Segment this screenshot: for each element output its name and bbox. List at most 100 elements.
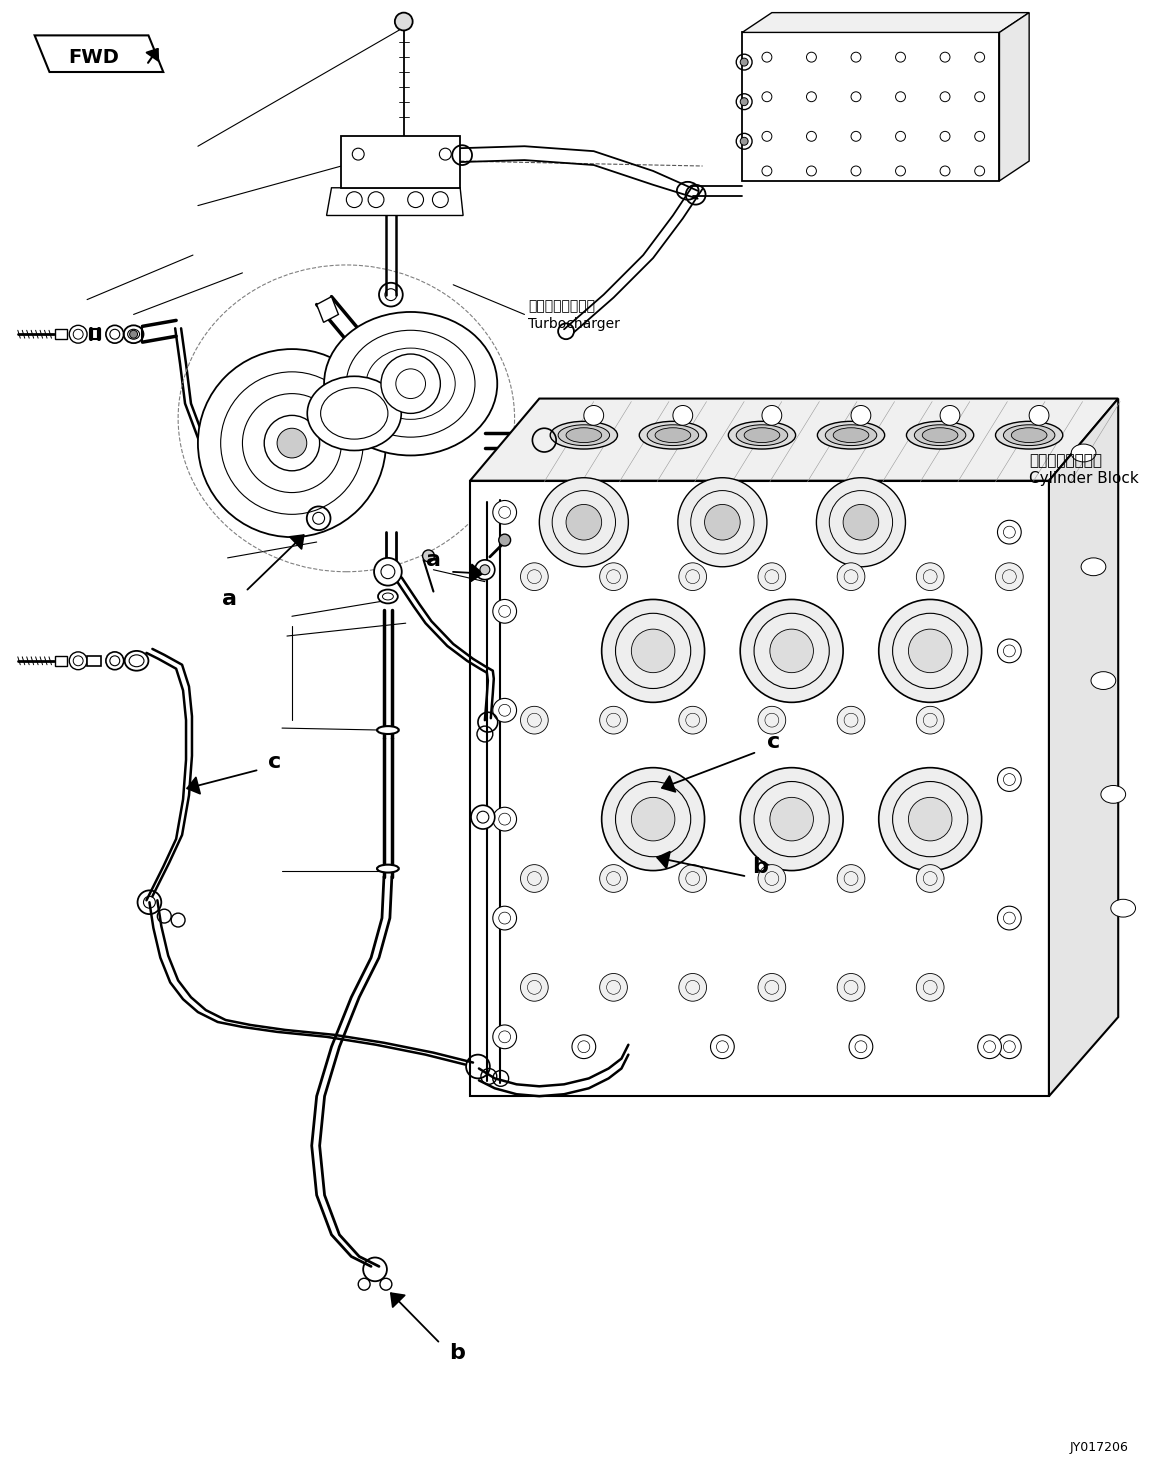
Text: c: c: [768, 732, 780, 752]
Polygon shape: [35, 35, 163, 72]
Circle shape: [394, 13, 413, 31]
Circle shape: [540, 478, 628, 567]
Text: JY017206: JY017206: [1069, 1441, 1128, 1454]
Ellipse shape: [744, 428, 779, 443]
Circle shape: [849, 1035, 872, 1058]
Circle shape: [758, 562, 786, 590]
Circle shape: [740, 768, 843, 870]
Ellipse shape: [655, 428, 691, 443]
Circle shape: [381, 355, 441, 414]
Polygon shape: [1049, 399, 1118, 1097]
Ellipse shape: [1071, 445, 1096, 462]
Circle shape: [313, 512, 324, 524]
Circle shape: [493, 807, 516, 832]
Circle shape: [566, 505, 601, 540]
Circle shape: [998, 639, 1021, 662]
Ellipse shape: [818, 421, 885, 449]
Circle shape: [600, 973, 627, 1001]
Circle shape: [837, 864, 865, 892]
Circle shape: [493, 907, 516, 930]
Circle shape: [475, 559, 494, 580]
Bar: [87, 657, 101, 665]
Circle shape: [916, 562, 944, 590]
Ellipse shape: [1012, 428, 1047, 443]
Text: FWD: FWD: [69, 47, 120, 66]
Text: c: c: [269, 752, 281, 771]
Text: Cylinder Block: Cylinder Block: [1029, 471, 1139, 486]
Polygon shape: [316, 297, 338, 322]
Ellipse shape: [1111, 899, 1135, 917]
Polygon shape: [327, 188, 463, 215]
Circle shape: [1029, 405, 1049, 425]
Circle shape: [998, 520, 1021, 545]
Ellipse shape: [1101, 786, 1126, 804]
Circle shape: [679, 864, 707, 892]
Circle shape: [908, 629, 952, 673]
Polygon shape: [999, 13, 1029, 181]
Circle shape: [678, 478, 766, 567]
Circle shape: [770, 629, 813, 673]
Circle shape: [879, 768, 982, 870]
Circle shape: [632, 629, 675, 673]
Ellipse shape: [377, 726, 399, 735]
Ellipse shape: [566, 428, 601, 443]
Circle shape: [679, 973, 707, 1001]
Circle shape: [762, 405, 782, 425]
Circle shape: [843, 505, 879, 540]
Circle shape: [493, 500, 516, 524]
Circle shape: [758, 707, 786, 735]
Ellipse shape: [307, 377, 401, 450]
Ellipse shape: [996, 421, 1063, 449]
Circle shape: [600, 707, 627, 735]
Text: ターボチャージャ: ターボチャージャ: [528, 299, 595, 314]
Ellipse shape: [1082, 558, 1106, 576]
Polygon shape: [56, 330, 67, 339]
Circle shape: [758, 864, 786, 892]
Circle shape: [837, 707, 865, 735]
Circle shape: [940, 405, 959, 425]
Circle shape: [996, 562, 1023, 590]
Circle shape: [600, 864, 627, 892]
Circle shape: [471, 805, 494, 829]
Circle shape: [770, 798, 813, 841]
Circle shape: [374, 558, 401, 586]
Circle shape: [740, 59, 748, 66]
Circle shape: [740, 599, 843, 702]
Text: Turbocharger: Turbocharger: [528, 318, 620, 331]
Circle shape: [998, 1035, 1021, 1058]
Circle shape: [499, 534, 511, 546]
Circle shape: [277, 428, 307, 458]
Circle shape: [740, 137, 748, 146]
Circle shape: [679, 707, 707, 735]
Circle shape: [916, 707, 944, 735]
Text: b: b: [752, 857, 768, 877]
Circle shape: [916, 864, 944, 892]
Circle shape: [879, 599, 982, 702]
Polygon shape: [470, 481, 1049, 1097]
Circle shape: [673, 405, 693, 425]
Polygon shape: [56, 657, 67, 665]
Circle shape: [422, 551, 435, 562]
Ellipse shape: [833, 428, 869, 443]
Ellipse shape: [736, 425, 787, 446]
Circle shape: [740, 97, 748, 106]
Circle shape: [129, 330, 137, 339]
Ellipse shape: [558, 425, 609, 446]
Text: a: a: [426, 551, 441, 570]
Circle shape: [601, 768, 705, 870]
Circle shape: [837, 562, 865, 590]
Ellipse shape: [914, 425, 965, 446]
Circle shape: [493, 599, 516, 623]
Circle shape: [493, 698, 516, 723]
Circle shape: [521, 562, 548, 590]
Ellipse shape: [640, 421, 707, 449]
Circle shape: [601, 599, 705, 702]
Circle shape: [837, 973, 865, 1001]
Polygon shape: [742, 32, 999, 181]
Ellipse shape: [922, 428, 958, 443]
Circle shape: [908, 798, 952, 841]
Circle shape: [632, 798, 675, 841]
Polygon shape: [742, 13, 1029, 32]
Circle shape: [998, 768, 1021, 792]
Circle shape: [521, 864, 548, 892]
